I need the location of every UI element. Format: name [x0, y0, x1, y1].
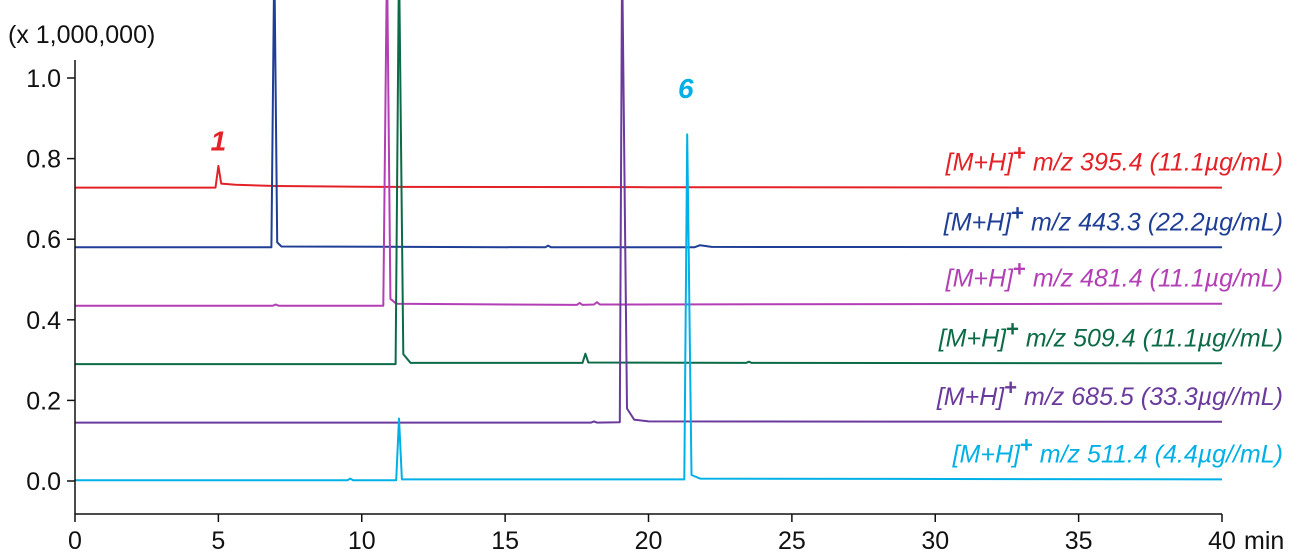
legend-entry-5: [M+H]+ m/z 685.5 (33.3µg//mL) — [936, 375, 1283, 411]
peak-label-1: 1 — [211, 126, 227, 157]
x-tick-label: 25 — [778, 527, 806, 555]
x-tick-label: 5 — [211, 527, 225, 555]
x-tick-label: 35 — [1065, 527, 1093, 555]
legend-entry-2: [M+H]+ m/z 443.3 (22.2µg/mL) — [943, 200, 1283, 236]
series-line-1 — [75, 164, 1222, 189]
y-tick-label: 0.8 — [26, 146, 61, 174]
y-tick-label: 0.2 — [26, 387, 61, 415]
y-tick-label: 0.6 — [26, 226, 61, 254]
legend-entry-6: [M+H]+ m/z 511.4 (4.4µg//mL) — [952, 432, 1283, 468]
y-multiplier-label: (x 1,000,000) — [8, 21, 155, 49]
series-line-5 — [75, 0, 1222, 424]
x-tick-label: 15 — [491, 527, 519, 555]
series-line-4 — [75, 0, 1222, 366]
x-unit-label: min — [1244, 527, 1284, 555]
legend-entry-1: [M+H]+ m/z 395.4 (11.1µg/mL) — [945, 141, 1283, 177]
series-line-2 — [75, 0, 1222, 249]
traces — [75, 0, 1222, 482]
x-tick-label: 10 — [348, 527, 376, 555]
x-tick-label: 20 — [635, 527, 663, 555]
legend-entry-4: [M+H]+ m/z 509.4 (11.1µg//mL) — [938, 316, 1283, 352]
peak-label-6: 6 — [678, 73, 694, 104]
x-tick-label: 40 — [1208, 527, 1236, 555]
axes: 0 5 10 15 20 25 30 35 40 min 0.0 0.2 0.4 0.6 0.8 1.0 — [26, 60, 1284, 555]
y-tick-label: 0.0 — [26, 468, 61, 496]
x-tick-label: 30 — [921, 527, 949, 555]
series-line-6 — [75, 133, 1222, 482]
x-tick-label: 0 — [68, 527, 82, 555]
y-tick-label: 1.0 — [26, 65, 61, 93]
y-tick-label: 0.4 — [26, 307, 61, 335]
legend-entry-3: [M+H]+ m/z 481.4 (11.1µg/mL) — [945, 257, 1283, 293]
labels: [M+H]+ m/z 395.4 (11.1µg/mL) [M+H]+ m/z 4… — [211, 73, 1283, 468]
